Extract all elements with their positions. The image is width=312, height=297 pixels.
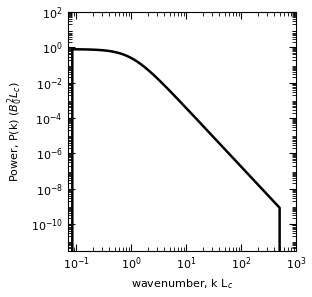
X-axis label: wavenumber, k L$_c$: wavenumber, k L$_c$	[131, 278, 233, 291]
Y-axis label: Power, P(k) ($B_0^2 L_c$): Power, P(k) ($B_0^2 L_c$)	[6, 81, 25, 182]
